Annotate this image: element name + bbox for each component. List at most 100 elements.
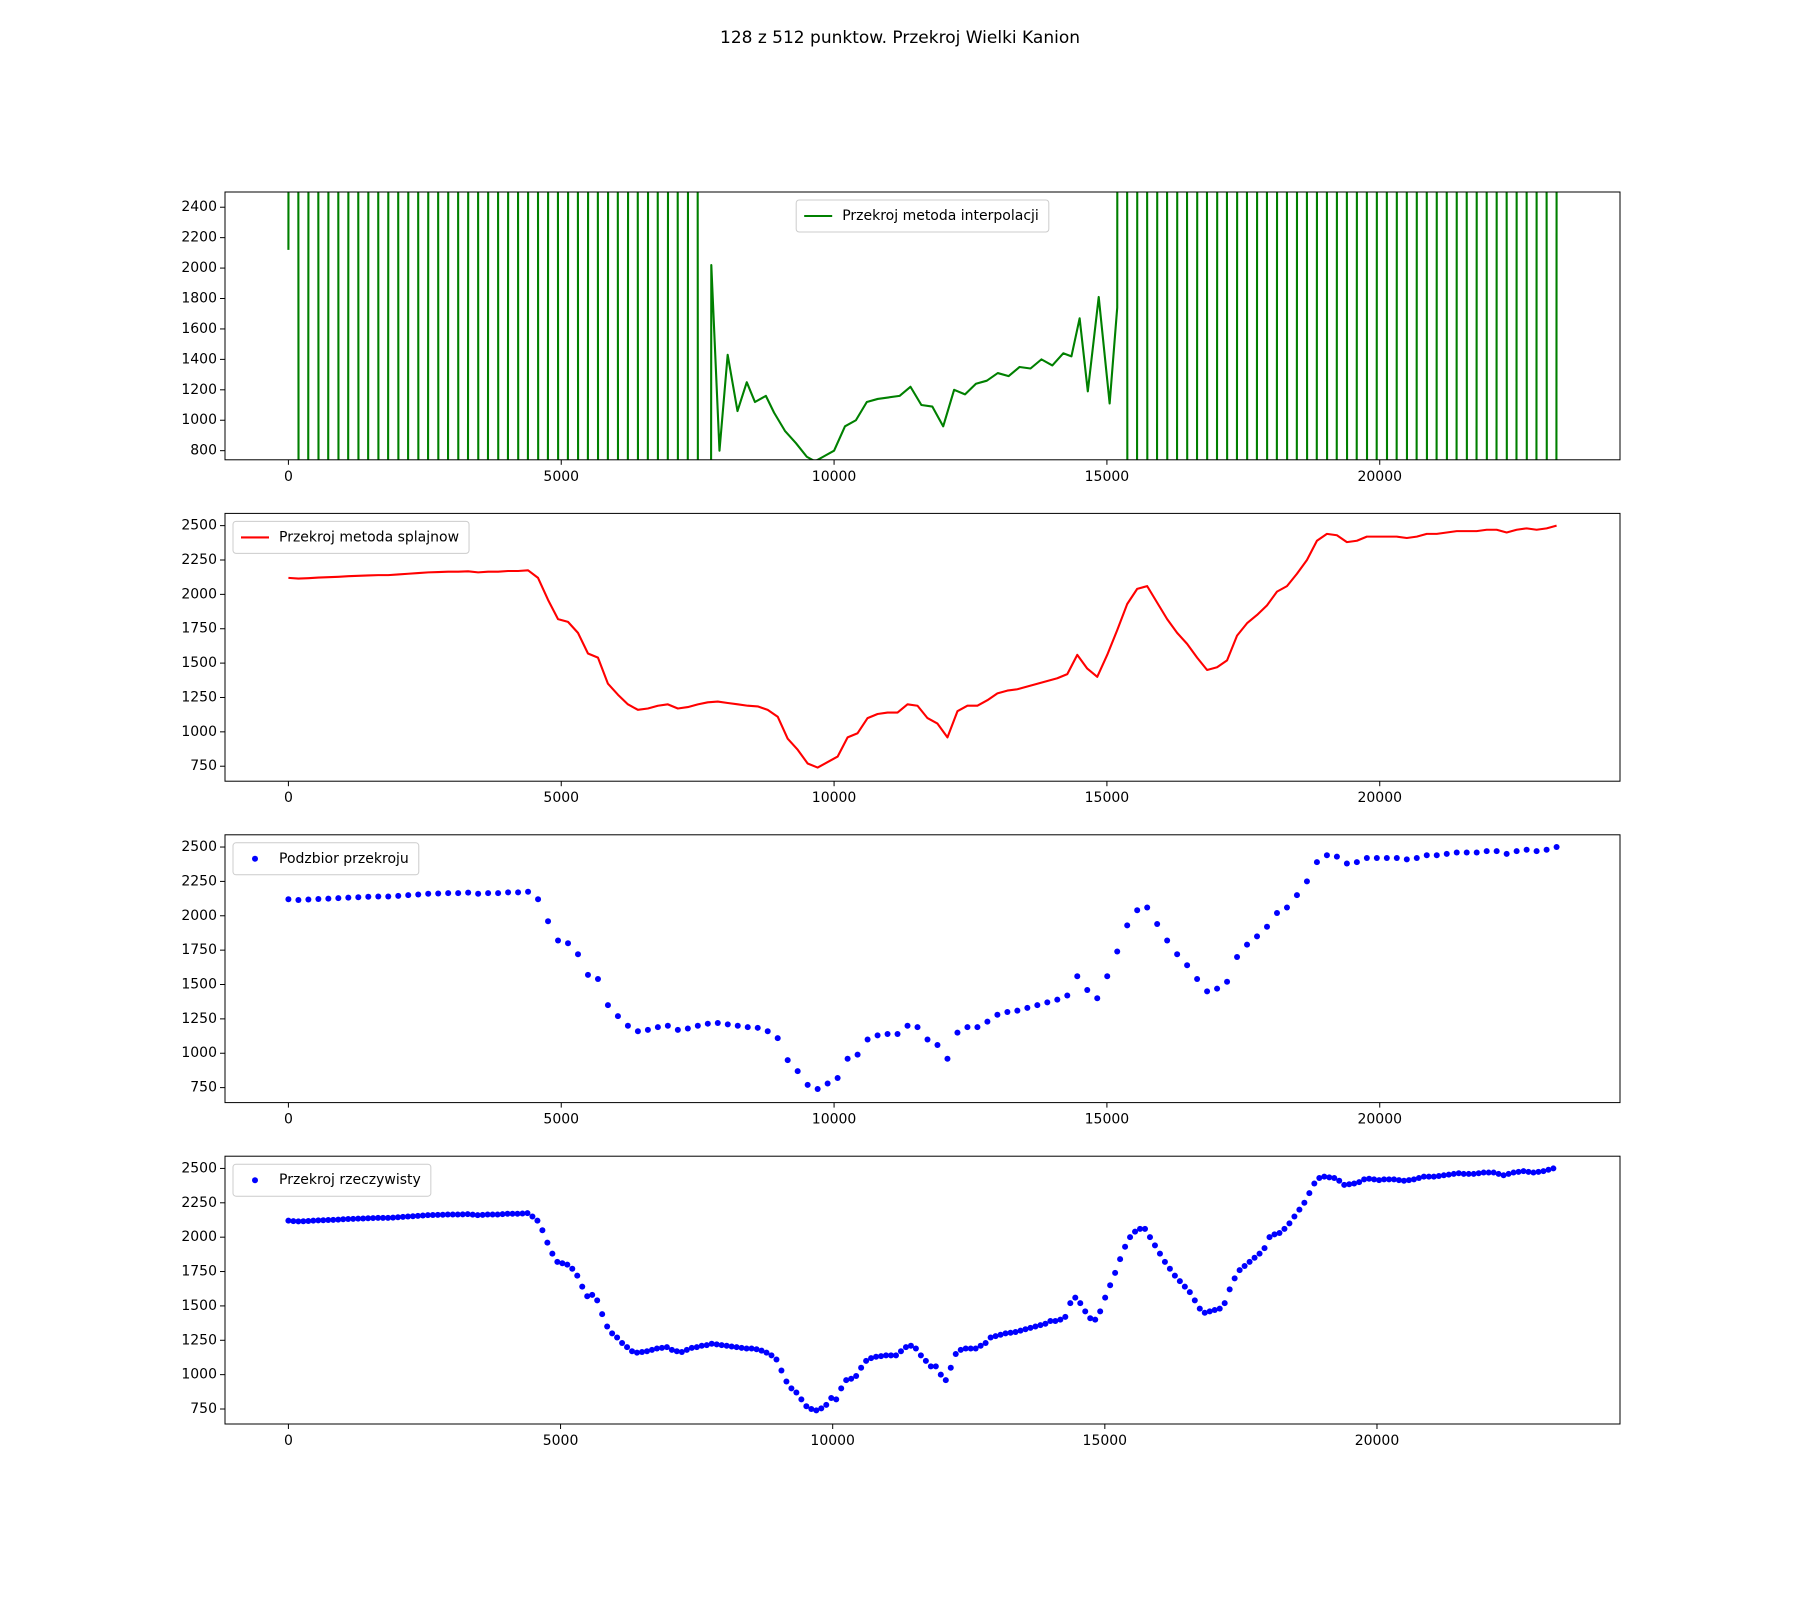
point (285, 896, 292, 903)
point (395, 892, 402, 899)
point (1254, 933, 1261, 940)
point (648, 1346, 655, 1353)
point (370, 1215, 377, 1222)
point (624, 1344, 631, 1351)
y-tick-label: 2500 (181, 518, 217, 534)
point (1037, 1322, 1044, 1329)
y-tick-label: 1250 (181, 689, 217, 705)
point (1400, 1177, 1407, 1184)
point (315, 896, 322, 903)
point (1206, 1308, 1213, 1315)
point (355, 894, 362, 901)
legend-box (232, 520, 470, 554)
point (1216, 1305, 1223, 1312)
point (1525, 1168, 1532, 1175)
point (515, 889, 522, 896)
point (658, 1344, 665, 1351)
point (1420, 1173, 1427, 1180)
point (1485, 1169, 1492, 1176)
point (957, 1346, 964, 1353)
figure-title: 128 z 512 punktow. Przekroj Wielki Kanio… (720, 28, 1080, 48)
point (1114, 948, 1121, 955)
x-tick-label: 5000 (543, 1112, 579, 1128)
point (924, 1036, 931, 1043)
point (937, 1371, 944, 1378)
point (375, 893, 382, 900)
point (1084, 987, 1091, 994)
point (934, 1041, 941, 1048)
point (1171, 1272, 1178, 1279)
point (435, 890, 442, 897)
point (838, 1385, 845, 1392)
point (1321, 1173, 1328, 1180)
point (884, 1031, 891, 1038)
point (1291, 1213, 1298, 1220)
point (793, 1389, 800, 1396)
point (1376, 1177, 1383, 1184)
point (385, 893, 392, 900)
point (310, 1217, 317, 1224)
point (1156, 1250, 1163, 1257)
point (888, 1352, 895, 1359)
point (1214, 985, 1221, 992)
point (654, 1024, 661, 1031)
point (1316, 1175, 1323, 1182)
point (330, 1216, 337, 1223)
point (320, 1217, 327, 1224)
point (419, 1212, 426, 1219)
point (708, 1340, 715, 1347)
point (1381, 1176, 1388, 1183)
point (1002, 1330, 1009, 1337)
point (584, 1293, 591, 1300)
point (380, 1214, 387, 1221)
point (778, 1367, 785, 1374)
point (684, 1025, 691, 1032)
point (1430, 1173, 1437, 1180)
point (992, 1333, 999, 1340)
point (499, 1211, 506, 1218)
point (1246, 1258, 1253, 1265)
point (1425, 1173, 1432, 1180)
point (1515, 1168, 1522, 1175)
point (1092, 1316, 1099, 1323)
point (1244, 941, 1251, 948)
point (464, 1211, 471, 1218)
point (902, 1344, 909, 1351)
point (1323, 852, 1330, 859)
point (1293, 892, 1300, 899)
point (1176, 1278, 1183, 1285)
point (624, 1022, 631, 1029)
point (1510, 1169, 1517, 1176)
point (505, 889, 512, 896)
point (788, 1385, 795, 1392)
point (389, 1214, 396, 1221)
point (1032, 1323, 1039, 1330)
point (1495, 1170, 1502, 1177)
legend-label: Przekroj metoda interpolacji (842, 208, 1039, 224)
point (987, 1334, 994, 1341)
point (1371, 1176, 1378, 1183)
point (1273, 910, 1280, 917)
point (1181, 1283, 1188, 1290)
point (405, 892, 412, 899)
point (1283, 904, 1290, 911)
y-tick-label: 1500 (181, 977, 217, 993)
point (1166, 1265, 1173, 1272)
point (678, 1348, 685, 1355)
point (409, 1213, 416, 1220)
point (748, 1345, 755, 1352)
point (804, 1081, 811, 1088)
y-tick-label: 2400 (181, 199, 217, 215)
point (295, 1218, 302, 1225)
point (693, 1344, 700, 1351)
point (1493, 848, 1500, 855)
point (594, 976, 601, 983)
point (439, 1211, 446, 1218)
y-tick-label: 2000 (181, 1229, 217, 1245)
point (1480, 1169, 1487, 1176)
point (614, 1334, 621, 1341)
x-tick-label: 10000 (810, 1433, 855, 1449)
point (854, 1051, 861, 1058)
point (1154, 921, 1161, 928)
point (1413, 855, 1420, 862)
